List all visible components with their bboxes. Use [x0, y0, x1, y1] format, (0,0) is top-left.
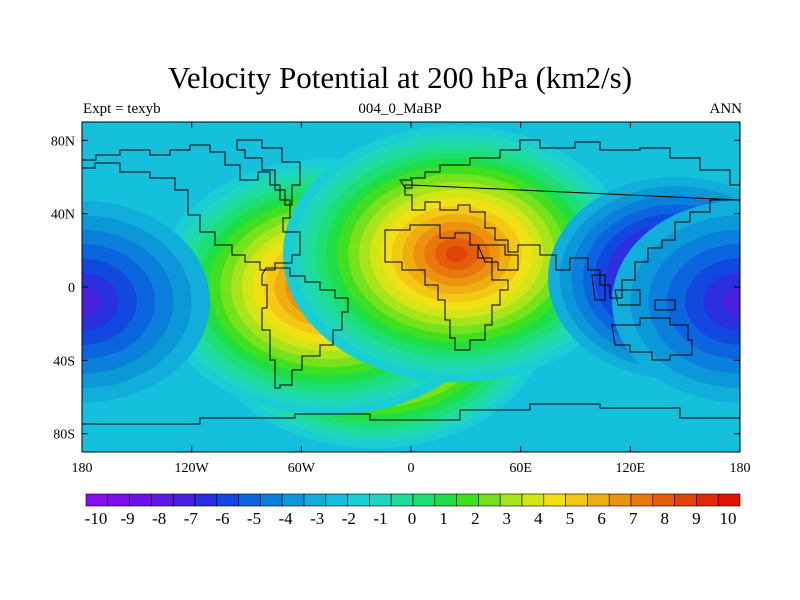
colorbar-box	[674, 493, 697, 507]
colorbar-box	[172, 493, 196, 507]
coastlines	[82, 139, 740, 425]
x-tick-label: 60W	[288, 461, 316, 476]
colorbar-label: 3	[503, 509, 512, 528]
y-tick-label: 0	[68, 281, 75, 296]
contour-band	[721, 287, 740, 317]
colorbar-box	[543, 493, 566, 507]
colorbar-label: -7	[184, 509, 199, 528]
colorbar-label: 4	[534, 509, 543, 528]
colorbar-box	[412, 493, 436, 507]
colorbar-label: 7	[629, 509, 638, 528]
colorbar-box	[129, 493, 152, 507]
colorbar-box	[499, 493, 523, 507]
colorbar-box	[434, 493, 457, 507]
x-tick-label: 180	[730, 461, 751, 476]
contour-band	[82, 287, 101, 317]
colorbar-label: -1	[373, 509, 387, 528]
colorbar-label: -5	[247, 509, 261, 528]
coastline-africa	[384, 224, 509, 351]
y-tick-label: 80N	[51, 134, 75, 149]
colorbar-box	[696, 493, 719, 507]
coastline-south-america	[261, 267, 349, 389]
coastline-arabia	[477, 244, 519, 271]
colorbar-box	[608, 493, 632, 507]
coastline-scandinavia	[399, 179, 413, 189]
colorbar-box	[521, 493, 545, 507]
season-label: ANN	[709, 101, 743, 117]
coastline-north-america	[82, 144, 301, 271]
case-label: 004_0_MaBP	[358, 101, 442, 117]
colorbar-box	[630, 493, 654, 507]
x-tick-label: 180	[72, 461, 93, 476]
colorbar-label: 2	[471, 509, 480, 528]
map-axes: 180 120W 60W 0 60E 120E 180 80N 40N 0 40S 80S	[51, 122, 751, 476]
colorbar-box	[85, 493, 109, 507]
y-tick-label: 80S	[53, 428, 75, 443]
y-tick-label: 40S	[53, 354, 75, 369]
colorbar-box	[260, 493, 283, 507]
x-tick-label: 60E	[509, 461, 532, 476]
colorbar-box	[717, 493, 741, 507]
colorbar-box	[347, 493, 370, 507]
x-tick-label: 120W	[175, 461, 210, 476]
x-tick-label: 0	[408, 461, 415, 476]
coastline-australia	[611, 317, 693, 361]
colorbar-box	[565, 493, 588, 507]
colorbar-box	[281, 493, 305, 507]
colorbar-box	[587, 493, 610, 507]
coastline-eurasia	[404, 139, 740, 299]
colorbar-box	[369, 493, 392, 507]
experiment-label: Expt = texyb	[83, 101, 161, 117]
colorbar-label: 8	[661, 509, 670, 528]
colorbar-label: -10	[85, 509, 108, 528]
colorbar-box	[238, 493, 261, 507]
colorbar-label: -6	[215, 509, 229, 528]
colorbar-box	[216, 493, 239, 507]
coastline-indonesia	[591, 274, 676, 311]
colorbar-label: -4	[279, 509, 294, 528]
colorbar-box	[303, 493, 327, 507]
colorbar-label: -2	[342, 509, 356, 528]
y-tick-label: 40N	[51, 208, 75, 223]
colorbar-label: -9	[121, 509, 135, 528]
colorbar-box	[151, 493, 174, 507]
colorbar-label: 5	[566, 509, 575, 528]
colorbar-box	[478, 493, 501, 507]
colorbar-label: 6	[597, 509, 606, 528]
colorbar-label: 0	[408, 509, 417, 528]
colorbar-box	[325, 493, 348, 507]
colorbar-label: -8	[152, 509, 166, 528]
colorbar-label: 10	[720, 509, 737, 528]
contour-band	[445, 245, 468, 263]
colorbar-label: -3	[310, 509, 324, 528]
coastline-greenland	[236, 139, 301, 206]
coastline-antarctica	[82, 403, 740, 425]
colorbar-box	[456, 493, 479, 507]
colorbar-label: 9	[692, 509, 701, 528]
colorbar-box	[194, 493, 218, 507]
colorbar-label: 1	[439, 509, 448, 528]
colorbar-box	[652, 493, 675, 507]
map-title: Velocity Potential at 200 hPa (km2/s)	[167, 60, 633, 95]
colorbar-box	[390, 493, 414, 507]
x-tick-label: 120E	[616, 461, 646, 476]
colorbar-box	[107, 493, 130, 507]
colorbar: -10 -9 -8 -7 -6 -5 -4 -3 -2 -1 0 1 2 3 4 5 6 7 8 9 10	[85, 493, 741, 528]
